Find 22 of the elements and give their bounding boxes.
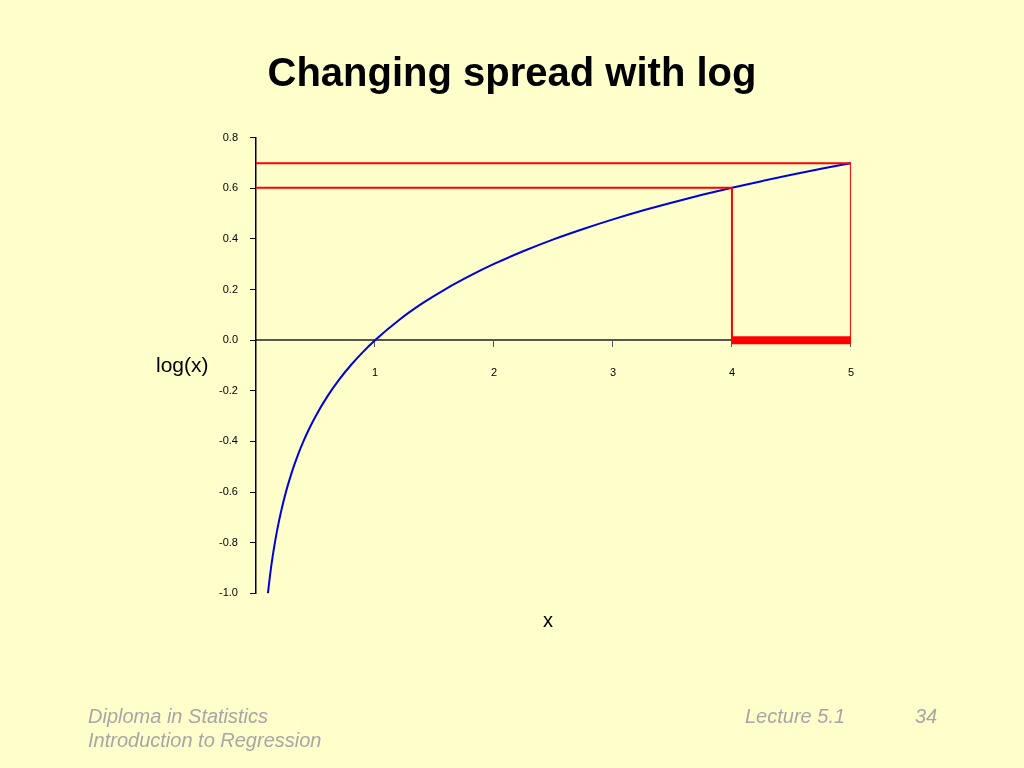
chart-title: Changing spread with log [267, 50, 757, 94]
y-tick-label: 0.6 [222, 181, 238, 194]
y-tick-label: -0.4 [219, 434, 238, 447]
y-tick-label: -0.6 [219, 485, 238, 498]
y-tick-label: 0.2 [222, 282, 238, 295]
x-tick-label: 4 [728, 365, 736, 378]
text: Introduction to Regression [88, 729, 322, 751]
text: Lecture 5.1 [745, 705, 846, 727]
x-tick-label: 5 [847, 365, 854, 378]
text: Diploma in Statistics [88, 705, 269, 727]
x-tick-label: 1 [371, 365, 379, 378]
x-tick-label: 3 [609, 365, 617, 378]
text: 34 [915, 705, 938, 727]
x-tick-label: 2 [490, 365, 498, 378]
y-tick-label: -0.8 [219, 535, 238, 548]
y-tick-label: 0.8 [222, 130, 238, 143]
y-tick-label: 0.0 [222, 333, 238, 346]
y-axis-title: log(x) [156, 353, 209, 376]
y-tick-label: -0.2 [219, 383, 238, 396]
x-axis-title: x [543, 609, 553, 631]
y-tick-label: 0.4 [222, 231, 238, 244]
y-tick-label: -1.0 [219, 586, 238, 599]
